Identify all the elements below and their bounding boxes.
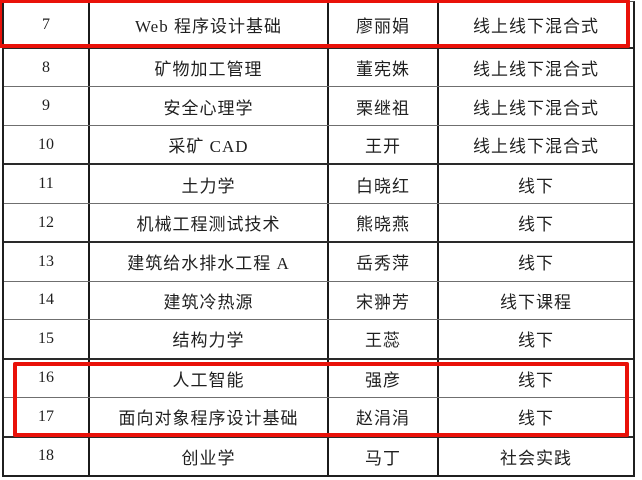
table-row: 15 结构力学 王蕊 线下 [4, 320, 633, 360]
teaching-mode-cell: 线下 [518, 331, 554, 351]
course-name-cell: 矿物加工管理 [90, 49, 329, 87]
teaching-mode-cell: 社会实践 [500, 448, 572, 468]
teaching-mode-cell: 线下 [518, 409, 554, 429]
table-row: 7 Web 程序设计基础 廖丽娟 线上线下混合式 [4, 2, 633, 49]
teacher-name-cell: 廖丽娟 [329, 2, 439, 47]
course-name-cell: 采矿 CAD [90, 125, 329, 164]
teaching-mode-cell: 线下 [518, 254, 554, 274]
teacher-name-cell: 岳秀萍 [329, 243, 439, 281]
teaching-mode-cell: 线下 [518, 215, 554, 235]
row-number-cell: 11 [4, 165, 90, 203]
table-row: 14 建筑冷热源 宋翀芳 线下课程 [4, 281, 633, 321]
teaching-mode-cell: 线下 [518, 176, 554, 196]
teacher-name-cell: 赵涓涓 [329, 398, 439, 436]
table-row: 10 采矿 CAD 王开 线上线下混合式 [4, 125, 633, 166]
teaching-mode-cell: 线上线下混合式 [473, 137, 599, 157]
teacher-name-cell: 熊晓燕 [329, 203, 439, 242]
table-row: 17 面向对象程序设计基础 赵涓涓 线下 [4, 398, 633, 438]
course-name-cell: 建筑给水排水工程 A [90, 243, 329, 281]
course-name-cell: 人工智能 [90, 359, 329, 398]
teacher-name-cell: 王开 [329, 125, 439, 164]
teacher-name-cell: 栗继祖 [329, 87, 439, 125]
table-row: 16 人工智能 强彦 线下 [4, 359, 633, 399]
teacher-name-cell: 宋翀芳 [329, 281, 439, 320]
course-name-cell: 面向对象程序设计基础 [90, 398, 329, 436]
course-name-cell: 安全心理学 [90, 87, 329, 125]
table-row: 13 建筑给水排水工程 A 岳秀萍 线下 [4, 243, 633, 282]
teaching-mode-cell: 线上线下混合式 [473, 98, 599, 118]
course-name-cell: 创业学 [90, 437, 329, 475]
course-name-cell: Web 程序设计基础 [90, 2, 329, 47]
row-number-cell: 7 [4, 2, 90, 47]
row-number-cell: 17 [4, 398, 90, 436]
row-number-cell: 13 [4, 243, 90, 281]
teacher-name-cell: 马丁 [329, 437, 439, 475]
course-name-cell: 土力学 [90, 165, 329, 203]
teacher-name-cell: 强彦 [329, 359, 439, 398]
course-name-cell: 建筑冷热源 [90, 281, 329, 320]
row-number-cell: 18 [4, 437, 90, 475]
row-number-cell: 8 [4, 49, 90, 87]
teaching-mode-cell: 线下课程 [500, 292, 572, 312]
course-name-cell: 结构力学 [90, 320, 329, 358]
row-number-cell: 10 [4, 125, 90, 164]
table-row: 9 安全心理学 栗继祖 线上线下混合式 [4, 87, 633, 126]
row-number-cell: 14 [4, 281, 90, 320]
row-number-cell: 9 [4, 87, 90, 125]
teaching-mode-cell: 线上线下混合式 [473, 17, 599, 36]
row-number-cell: 12 [4, 203, 90, 242]
table-row: 8 矿物加工管理 董宪姝 线上线下混合式 [4, 49, 633, 88]
table-row: 11 土力学 白晓红 线下 [4, 165, 633, 204]
teacher-name-cell: 王蕊 [329, 320, 439, 358]
table-row: 18 创业学 马丁 社会实践 [4, 437, 633, 475]
course-name-cell: 机械工程测试技术 [90, 203, 329, 242]
teacher-name-cell: 董宪姝 [329, 49, 439, 87]
course-table: 7 Web 程序设计基础 廖丽娟 线上线下混合式 8 矿物加工管理 董宪姝 线上线下混合式 9 安… [2, 1, 635, 477]
row-number-cell: 15 [4, 320, 90, 358]
table-row: 12 机械工程测试技术 熊晓燕 线下 [4, 203, 633, 244]
row-number-cell: 16 [4, 359, 90, 398]
teaching-mode-cell: 线下 [518, 370, 554, 390]
teaching-mode-cell: 线上线下混合式 [473, 60, 599, 80]
teacher-name-cell: 白晓红 [329, 165, 439, 203]
